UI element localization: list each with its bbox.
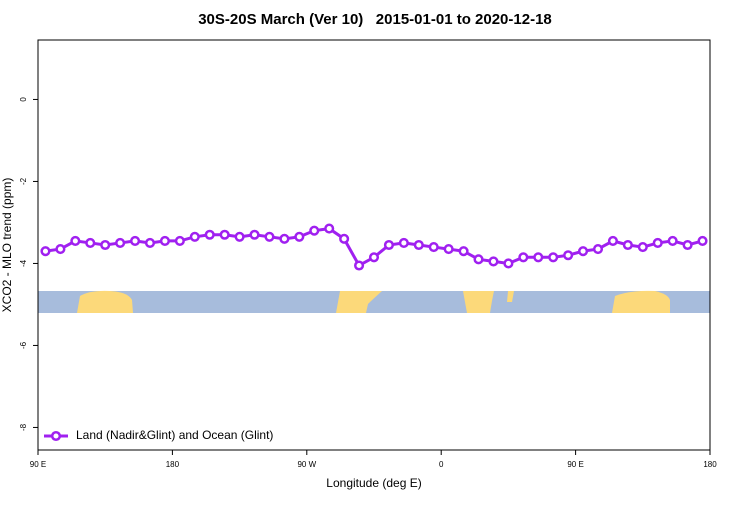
data-point <box>144 237 156 248</box>
y-tick-label: 0 <box>19 97 28 102</box>
data-point <box>473 254 484 265</box>
data-point <box>294 231 305 242</box>
data-point <box>697 235 708 246</box>
data-point <box>100 239 111 251</box>
data-point <box>548 252 559 263</box>
ocean-band <box>38 291 710 313</box>
y-tick-label: -6 <box>19 341 28 349</box>
data-point <box>204 229 215 240</box>
data-point <box>682 239 693 251</box>
data-point <box>70 235 81 246</box>
x-tick-label: 0 <box>439 460 444 469</box>
data-point <box>159 235 170 246</box>
legend-marker <box>50 430 62 442</box>
data-point <box>339 233 350 244</box>
legend-label: Land (Nadir&Glint) and Ocean (Glint) <box>76 428 273 442</box>
data-point <box>234 231 245 242</box>
data-point <box>279 233 290 244</box>
y-tick-label: -4 <box>19 259 28 267</box>
data-point <box>324 223 335 234</box>
x-tick-label: 90 W <box>297 460 316 469</box>
data-point <box>488 256 499 267</box>
x-tick-label: 180 <box>166 460 180 469</box>
land-blob <box>77 290 133 313</box>
data-point <box>354 260 365 271</box>
y-axis-label: XCO2 - MLO trend (ppm) <box>0 178 14 313</box>
data-point <box>637 242 648 253</box>
data-point <box>458 246 469 257</box>
data-point <box>85 237 96 248</box>
y-tick-label: -2 <box>19 177 28 185</box>
chart-title: 30S-20S March (Ver 10) 2015-01-01 to 202… <box>198 11 552 28</box>
data-point <box>40 246 51 257</box>
data-point <box>115 237 126 248</box>
x-axis-label: Longitude (deg E) <box>326 476 421 490</box>
land-blob <box>463 291 494 313</box>
data-point <box>667 235 678 246</box>
data-point <box>578 246 589 257</box>
data-point <box>503 258 514 269</box>
data-point <box>533 252 544 263</box>
data-point <box>309 225 320 236</box>
data-point <box>518 252 529 263</box>
data-point <box>563 250 574 261</box>
data-point <box>398 237 409 248</box>
data-point <box>264 231 275 242</box>
data-point <box>622 239 633 251</box>
data-point <box>413 239 424 251</box>
x-tick-label: 180 <box>703 460 717 469</box>
land-mask-band <box>38 290 710 313</box>
data-point <box>189 231 200 242</box>
land-blob <box>507 291 514 302</box>
data-point <box>443 244 454 255</box>
data-point <box>652 237 663 248</box>
data-point <box>607 235 618 246</box>
data-point <box>55 244 66 255</box>
data-point <box>219 229 230 240</box>
data-point <box>383 239 394 251</box>
data-point <box>368 252 380 263</box>
land-blob <box>612 290 670 313</box>
x-tick-label: 90 E <box>567 460 583 469</box>
land-blob <box>336 291 382 313</box>
data-point <box>592 244 604 255</box>
data-point <box>428 242 439 253</box>
data-point <box>249 229 260 240</box>
x-tick-label: 90 E <box>30 460 46 469</box>
data-point <box>130 235 141 246</box>
data-point <box>174 235 185 246</box>
plot-frame <box>37 39 711 451</box>
y-tick-label: -8 <box>19 423 28 431</box>
